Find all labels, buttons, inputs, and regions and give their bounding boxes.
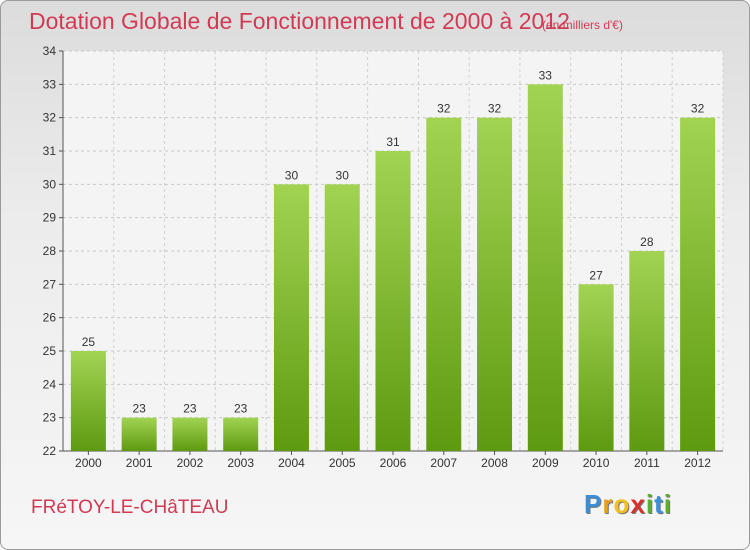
value-label-2009: 33: [539, 68, 553, 82]
x-tick-label-2000: 2000: [75, 456, 102, 470]
y-tick-label: 28: [43, 244, 57, 258]
value-labels: 25 23 23 23 30 30 31 32 32 33 27 28 32: [82, 68, 705, 415]
y-tick-label: 31: [43, 144, 57, 158]
bar-2006: [375, 151, 411, 451]
value-label-2011: 28: [640, 235, 654, 249]
value-label-2002: 23: [183, 402, 197, 416]
y-tick-label: 29: [43, 211, 57, 225]
bar-2005: [324, 184, 360, 452]
chart-title: Dotation Globale de Fonctionnement de 20…: [29, 8, 570, 34]
y-tick-label: 23: [43, 411, 57, 425]
bars: [70, 84, 716, 452]
bar-2004: [273, 184, 309, 452]
x-tick-label-2005: 2005: [329, 456, 356, 470]
x-tick-label-2011: 2011: [634, 456, 660, 470]
value-label-2010: 27: [589, 268, 603, 282]
y-tick-label: 33: [43, 77, 57, 91]
bar-2003: [223, 417, 259, 451]
x-tick-label-2006: 2006: [380, 456, 407, 470]
logo-letter: r: [602, 489, 614, 519]
logo-letter: P: [584, 489, 603, 519]
x-tick-label-2003: 2003: [227, 456, 254, 470]
logo-letter: o: [613, 489, 631, 519]
axes: 22 23 24 25 26 27 28 29 30 31 32 33 34 2000 2001 2002 20…: [43, 44, 723, 470]
x-tick-label-2001: 2001: [126, 456, 153, 470]
bar-2007: [426, 117, 462, 452]
logo-letter: i: [663, 489, 672, 519]
x-tick-label-2004: 2004: [278, 456, 305, 470]
bar-2010: [578, 284, 614, 451]
value-label-2004: 30: [285, 168, 299, 182]
value-label-2000: 25: [82, 335, 96, 349]
bar-2009: [527, 84, 563, 451]
proxiti-logo[interactable]: Proxiti: [584, 489, 672, 520]
y-tick-label: 32: [43, 111, 57, 125]
value-label-2012: 32: [691, 102, 705, 116]
y-tick-label: 30: [43, 177, 57, 191]
logo-letter: t: [654, 489, 664, 519]
chart-unit: (en milliers d'€): [542, 18, 623, 32]
value-label-2006: 31: [386, 135, 400, 149]
y-tick-label: 26: [43, 311, 57, 325]
commune-name: FRéTOY-LE-CHâTEAU: [31, 497, 229, 518]
y-tick-label: 27: [43, 277, 57, 291]
bar-2002: [172, 417, 208, 451]
y-tick-label: 22: [43, 444, 57, 458]
value-label-2001: 23: [132, 402, 146, 416]
x-tick-label-2009: 2009: [532, 456, 559, 470]
logo-letter: x: [630, 489, 646, 519]
bar-2008: [477, 117, 513, 452]
bar-2012: [680, 117, 716, 452]
bar-2011: [629, 251, 665, 451]
x-tick-label-2010: 2010: [583, 456, 610, 470]
x-tick-label-2012: 2012: [684, 456, 711, 470]
value-label-2005: 30: [336, 168, 350, 182]
x-tick-label-2008: 2008: [481, 456, 508, 470]
value-label-2007: 32: [437, 102, 451, 116]
value-label-2008: 32: [488, 102, 502, 116]
bar-2001: [121, 417, 157, 451]
x-tick-label-2002: 2002: [177, 456, 204, 470]
bar-2000: [70, 351, 106, 451]
y-tick-label: 24: [43, 377, 57, 391]
y-tick-label: 34: [43, 44, 57, 58]
y-tick-label: 25: [43, 344, 57, 358]
x-tick-label-2007: 2007: [430, 456, 457, 470]
logo-letter: i: [645, 489, 655, 519]
value-label-2003: 23: [234, 402, 248, 416]
